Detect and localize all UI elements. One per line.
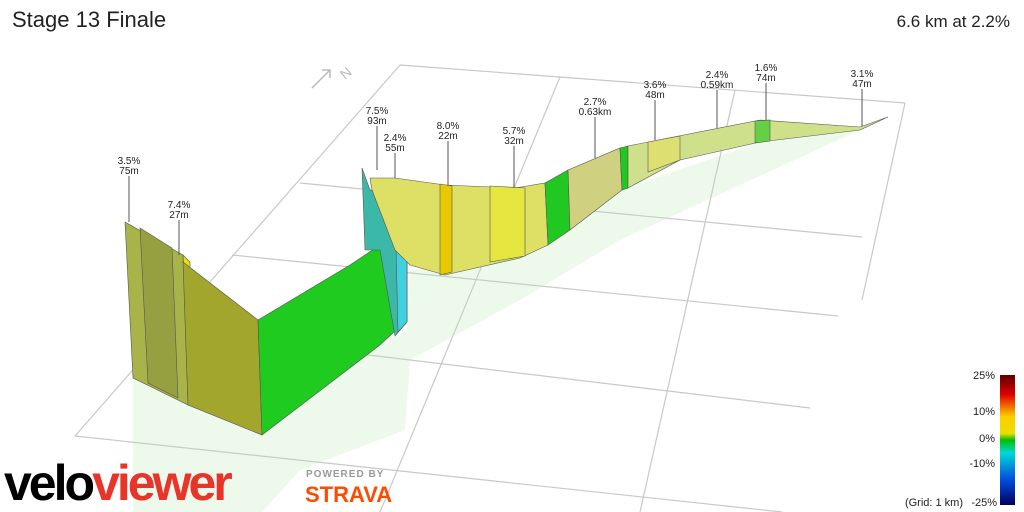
annotation-length: 48m — [645, 90, 664, 101]
scale-label: 0% — [979, 433, 995, 445]
grade-scale — [1000, 375, 1015, 505]
annotation-grade: 3.5% — [118, 156, 141, 167]
annotation-length: 75m — [119, 166, 138, 177]
annotation-length: 0.63km — [579, 107, 612, 118]
north-arrow — [311, 69, 331, 89]
scale-label: 10% — [973, 406, 995, 418]
north-label: N — [337, 64, 355, 83]
annotation-length: 74m — [756, 73, 775, 84]
annotation-length: 47m — [852, 79, 871, 90]
shadow — [133, 130, 860, 512]
annotation-grade: 2.4% — [384, 133, 407, 144]
annotation-grade: 1.6% — [755, 63, 778, 74]
logo-velo: velo — [4, 455, 94, 511]
scale-label: 25% — [973, 370, 995, 382]
annotation-grade: 8.0% — [437, 121, 460, 132]
powered-by: POWERED BY — [306, 469, 384, 480]
elevation-ribbon — [124, 116, 889, 436]
annotation-length: 55m — [385, 143, 404, 154]
annotation-length: 0.59km — [701, 80, 734, 91]
strava: STRAVA — [305, 482, 392, 507]
annotation-grade: 3.1% — [851, 69, 874, 80]
annotation-grade: 2.4% — [706, 70, 729, 81]
scale-label: -10% — [969, 458, 995, 470]
annotation-grade: 3.6% — [644, 80, 667, 91]
logo: veloviewer — [4, 455, 232, 511]
annotation-length: 27m — [169, 210, 188, 221]
annotation-grade: 2.7% — [584, 97, 607, 108]
scale-label: -25% — [971, 497, 997, 509]
summary: 6.6 km at 2.2% — [897, 12, 1010, 31]
annotation-length: 22m — [438, 131, 457, 142]
annotation-length: 32m — [504, 136, 523, 147]
logo-viewer: viewer — [92, 455, 232, 511]
grid-note: (Grid: 1 km) — [905, 497, 963, 509]
annotation-grade: 7.5% — [366, 106, 389, 117]
annotation-grade: 5.7% — [503, 126, 526, 137]
annotation-grade: 7.4% — [168, 200, 191, 211]
annotation-length: 93m — [367, 116, 386, 127]
title: Stage 13 Finale — [12, 7, 166, 32]
